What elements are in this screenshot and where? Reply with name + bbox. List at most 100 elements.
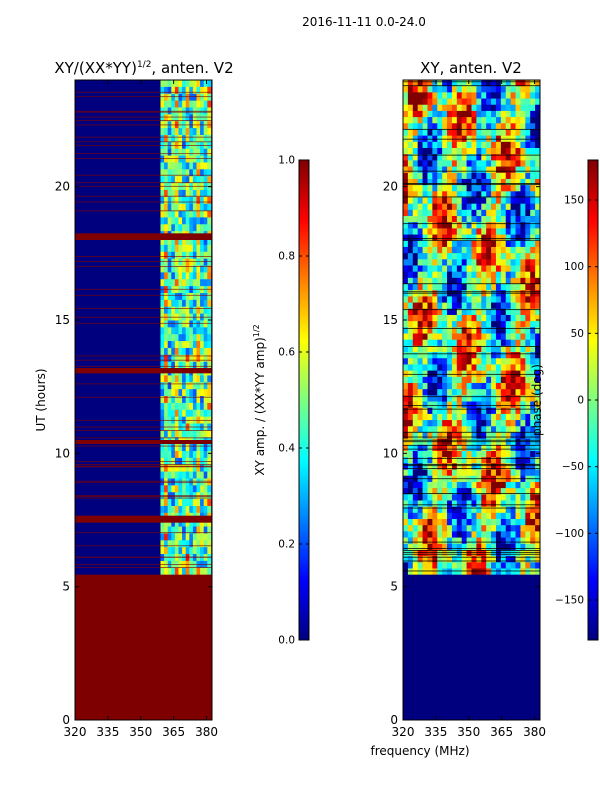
right-heatmap-cell bbox=[461, 457, 467, 464]
right-heatmap-cell bbox=[520, 413, 526, 421]
right-heatmap-cell bbox=[442, 308, 448, 316]
right-heatmap-cell bbox=[495, 228, 502, 235]
right-heatmap-cell bbox=[432, 154, 438, 161]
left-heatmap-cell bbox=[182, 258, 186, 266]
right-heatmap-cell bbox=[500, 481, 507, 489]
right-heatmap-cell bbox=[481, 426, 487, 433]
right-heatmap-cell bbox=[530, 451, 536, 458]
right-heatmap-cell bbox=[520, 525, 526, 532]
left-heatmap-cell bbox=[167, 217, 172, 225]
left-heatmap-cell bbox=[160, 451, 165, 459]
right-heatmap-cell bbox=[422, 277, 428, 285]
right-heatmap-cell bbox=[422, 376, 428, 384]
left-heatmap-gap-row bbox=[75, 116, 212, 118]
right-heatmap-cell bbox=[403, 519, 409, 526]
left-heatmap-cell bbox=[171, 471, 176, 479]
left-heatmap-cell bbox=[178, 100, 183, 108]
right-heatmap-cell bbox=[412, 376, 418, 384]
right-heatmap-cell bbox=[432, 549, 438, 557]
right-heatmap-cell bbox=[466, 166, 472, 174]
left-heatmap-cell bbox=[200, 265, 204, 273]
left-heatmap-cell bbox=[167, 396, 172, 404]
left-heatmap-cell bbox=[203, 540, 208, 548]
right-heatmap-cell bbox=[476, 451, 482, 458]
left-heatmap-gap-row bbox=[75, 201, 212, 203]
right-colorbar-tick-label: −50 bbox=[562, 461, 584, 473]
right-heatmap-cell bbox=[520, 457, 526, 464]
right-heatmap-cell bbox=[456, 568, 463, 575]
left-heatmap-cell bbox=[164, 485, 168, 493]
left-heatmap-cell bbox=[178, 176, 183, 184]
right-heatmap-cell bbox=[525, 327, 531, 334]
left-heatmap-cell bbox=[207, 86, 212, 95]
left-heatmap-cell bbox=[164, 375, 168, 383]
right-heatmap-cell bbox=[486, 469, 492, 477]
left-heatmap-cell bbox=[207, 396, 212, 404]
right-heatmap-cell bbox=[427, 549, 433, 557]
right-heatmap-cell bbox=[407, 154, 414, 161]
right-heatmap-cell bbox=[451, 451, 458, 458]
left-heatmap-cell bbox=[178, 224, 183, 232]
right-heatmap-cell bbox=[403, 302, 409, 310]
right-heatmap-cell bbox=[432, 488, 438, 495]
left-heatmap-cell bbox=[196, 217, 201, 225]
right-heatmap-cell bbox=[442, 537, 448, 545]
left-heatmap-cell bbox=[160, 292, 165, 301]
right-heatmap-cell bbox=[481, 234, 487, 242]
left-heatmap-cell bbox=[178, 299, 183, 308]
right-heatmap-gap-row bbox=[403, 448, 540, 450]
right-heatmap-cell bbox=[486, 185, 492, 192]
right-heatmap-cell bbox=[432, 104, 438, 112]
left-heatmap-gap-row bbox=[75, 266, 212, 268]
right-heatmap-cell bbox=[515, 228, 521, 235]
right-heatmap-cell bbox=[456, 364, 463, 371]
left-heatmap-gap-row bbox=[75, 396, 212, 398]
left-heatmap-cell bbox=[178, 341, 183, 349]
right-heatmap-cell bbox=[422, 451, 428, 458]
right-heatmap-cell bbox=[505, 123, 511, 130]
right-heatmap-cell bbox=[491, 413, 497, 421]
right-heatmap-cell bbox=[447, 86, 453, 93]
right-heatmap-cell bbox=[515, 481, 521, 489]
left-heatmap-cell bbox=[200, 217, 204, 225]
right-heatmap-cell bbox=[437, 352, 443, 359]
left-heatmap-cell bbox=[185, 162, 190, 170]
right-heatmap-cell bbox=[530, 191, 536, 198]
right-heatmap-cell bbox=[515, 358, 521, 365]
left-heatmap-cell bbox=[178, 396, 183, 404]
right-heatmap-gap-row bbox=[403, 408, 540, 410]
left-heatmap-cell bbox=[200, 244, 204, 253]
right-heatmap-cell bbox=[456, 92, 463, 99]
right-heatmap-cell bbox=[486, 525, 492, 532]
left-heatmap-gap-row bbox=[75, 464, 212, 465]
right-heatmap-cell bbox=[437, 389, 443, 396]
right-heatmap-cell bbox=[412, 327, 418, 334]
left-heatmap-cell bbox=[189, 354, 194, 362]
right-heatmap-cell bbox=[461, 80, 467, 87]
right-heatmap-cell bbox=[500, 203, 507, 211]
right-heatmap-cell bbox=[437, 420, 443, 427]
right-heatmap-cell bbox=[520, 271, 526, 279]
right-heatmap-cell bbox=[466, 376, 472, 384]
right-heatmap-cell bbox=[515, 222, 521, 229]
left-heatmap-cell bbox=[167, 80, 172, 88]
right-heatmap-cell bbox=[437, 104, 443, 112]
right-heatmap-cell bbox=[530, 203, 536, 211]
left-heatmap-gap-row bbox=[75, 495, 212, 497]
right-heatmap-cell bbox=[515, 389, 521, 396]
right-heatmap-cell bbox=[505, 494, 511, 501]
right-heatmap-cell bbox=[495, 537, 502, 545]
right-heatmap-cell bbox=[486, 240, 492, 248]
right-heatmap-cell bbox=[515, 234, 521, 242]
right-heatmap-cell bbox=[437, 382, 443, 390]
left-heatmap-cell bbox=[182, 244, 186, 253]
left-heatmap-cell bbox=[171, 341, 176, 349]
right-heatmap-cell bbox=[505, 512, 511, 520]
left-heatmap-cell bbox=[200, 471, 204, 479]
right-heatmap-cell bbox=[515, 253, 521, 260]
right-heatmap-cell bbox=[412, 481, 418, 489]
left-heatmap-flagged-block bbox=[75, 574, 212, 720]
right-heatmap-cell bbox=[417, 92, 423, 99]
right-heatmap-cell bbox=[403, 457, 409, 464]
right-heatmap-cell bbox=[427, 500, 433, 507]
